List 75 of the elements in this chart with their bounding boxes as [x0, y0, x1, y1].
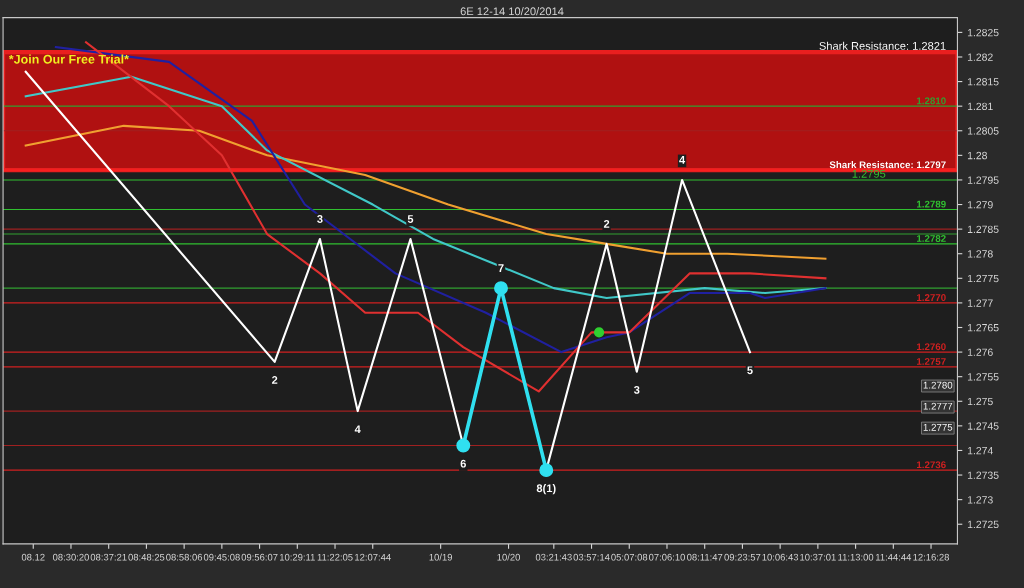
x-tick-label: 08:11:47 — [687, 553, 723, 561]
annotation: 3 — [317, 215, 323, 223]
y-tick-label: 1.281 — [967, 102, 993, 111]
annotation: 1.2775 — [923, 423, 953, 431]
x-tick-label: 10:29:11 — [279, 553, 315, 561]
x-tick-label: 08:37:21 — [90, 553, 127, 561]
x-tick-label: 08.12 — [21, 553, 45, 561]
point — [456, 438, 471, 453]
annotation: 1.2780 — [923, 381, 953, 389]
y-tick-label: 1.2765 — [967, 323, 999, 332]
x-tick-label: 12:16:28 — [913, 553, 950, 561]
chart-title: 6E 12-14 10/20/2014 — [460, 7, 564, 16]
band-label: Shark Resistance: 1.2821 — [819, 41, 946, 50]
y-tick-label: 1.2825 — [967, 28, 999, 37]
y-tick-label: 1.2735 — [967, 471, 999, 479]
x-tick-label: 10/20 — [497, 553, 520, 561]
y-tick-label: 1.2805 — [967, 127, 999, 135]
y-tick-label: 1.276 — [967, 348, 993, 356]
x-tick-label: 08:48:25 — [128, 553, 165, 561]
y-tick-label: 1.2815 — [967, 78, 999, 86]
y-tick-label: 1.274 — [967, 446, 993, 455]
x-tick-label: 09:56:07 — [241, 553, 278, 561]
ref-line-label: 1.2789 — [917, 200, 946, 208]
y-tick-label: 1.273 — [967, 496, 993, 504]
annotation: *Join Our Free Trial* — [8, 54, 129, 64]
x-tick-label: 10/19 — [429, 553, 453, 561]
y-tick-label: 1.2775 — [967, 274, 999, 283]
x-tick-label: 08:58:06 — [166, 553, 203, 561]
annotation: 6 — [460, 459, 466, 468]
annotation: 5 — [407, 215, 414, 223]
line-series — [24, 124, 827, 260]
y-tick-label: 1.2785 — [967, 225, 999, 233]
y-tick-label: 1.278 — [967, 250, 993, 258]
annotation: 3 — [633, 385, 640, 394]
x-tick-label: 08:30:20 — [52, 553, 89, 561]
x-tick-label: 10:37:01 — [800, 553, 836, 561]
x-tick-label: 11:22:05 — [317, 553, 353, 561]
ref-line-label: 1.2770 — [917, 294, 946, 301]
ref-line-label: Shark Resistance: 1.2797 — [829, 161, 946, 169]
y-tick-label: 1.277 — [967, 299, 993, 307]
annotation: 2 — [271, 376, 278, 384]
y-tick-label: 1.2755 — [967, 373, 999, 381]
ref-line-label: 1.2760 — [917, 343, 946, 351]
x-tick-label: 09:23:57 — [724, 553, 761, 561]
ref-line-label: 1.2810 — [917, 97, 946, 105]
annotation: 1.2777 — [923, 402, 953, 410]
x-tick-label: 05:07:08 — [611, 553, 648, 561]
ref-line-label: 1.2757 — [917, 358, 946, 365]
x-tick-label: 11:44:44 — [876, 553, 912, 561]
y-tick-label: 1.2725 — [967, 520, 999, 529]
x-tick-label: 03:57:14 — [573, 553, 610, 561]
ref-line-label: 1.2736 — [917, 461, 946, 469]
x-tick-label: 03:21:43 — [535, 553, 572, 561]
annotation: 5 — [747, 366, 753, 375]
point — [539, 463, 554, 478]
annotation: 4 — [679, 156, 686, 164]
x-tick-label: 07:06:10 — [648, 553, 685, 561]
y-tick-label: 1.275 — [967, 397, 993, 406]
point — [593, 327, 605, 338]
annotation: 2 — [603, 219, 610, 228]
y-tick-label: 1.28 — [967, 151, 987, 160]
annotation: 7 — [498, 264, 504, 272]
x-tick-label: 12:07:44 — [355, 553, 391, 561]
x-tick-label: 09:45:08 — [203, 553, 240, 561]
ref-line-label: 1.2795 — [852, 169, 886, 178]
y-tick-label: 1.279 — [967, 201, 993, 209]
y-tick-label: 1.282 — [967, 53, 993, 61]
x-tick-label: 10:06:43 — [762, 553, 799, 561]
annotation: 8(1) — [536, 484, 556, 495]
ref-line-label: 1.2782 — [917, 235, 946, 242]
point — [494, 281, 508, 296]
annotation: 4 — [354, 425, 361, 434]
x-tick-label: 11:13:00 — [838, 553, 874, 561]
y-tick-label: 1.2745 — [967, 422, 999, 430]
y-tick-label: 1.2795 — [967, 176, 999, 184]
